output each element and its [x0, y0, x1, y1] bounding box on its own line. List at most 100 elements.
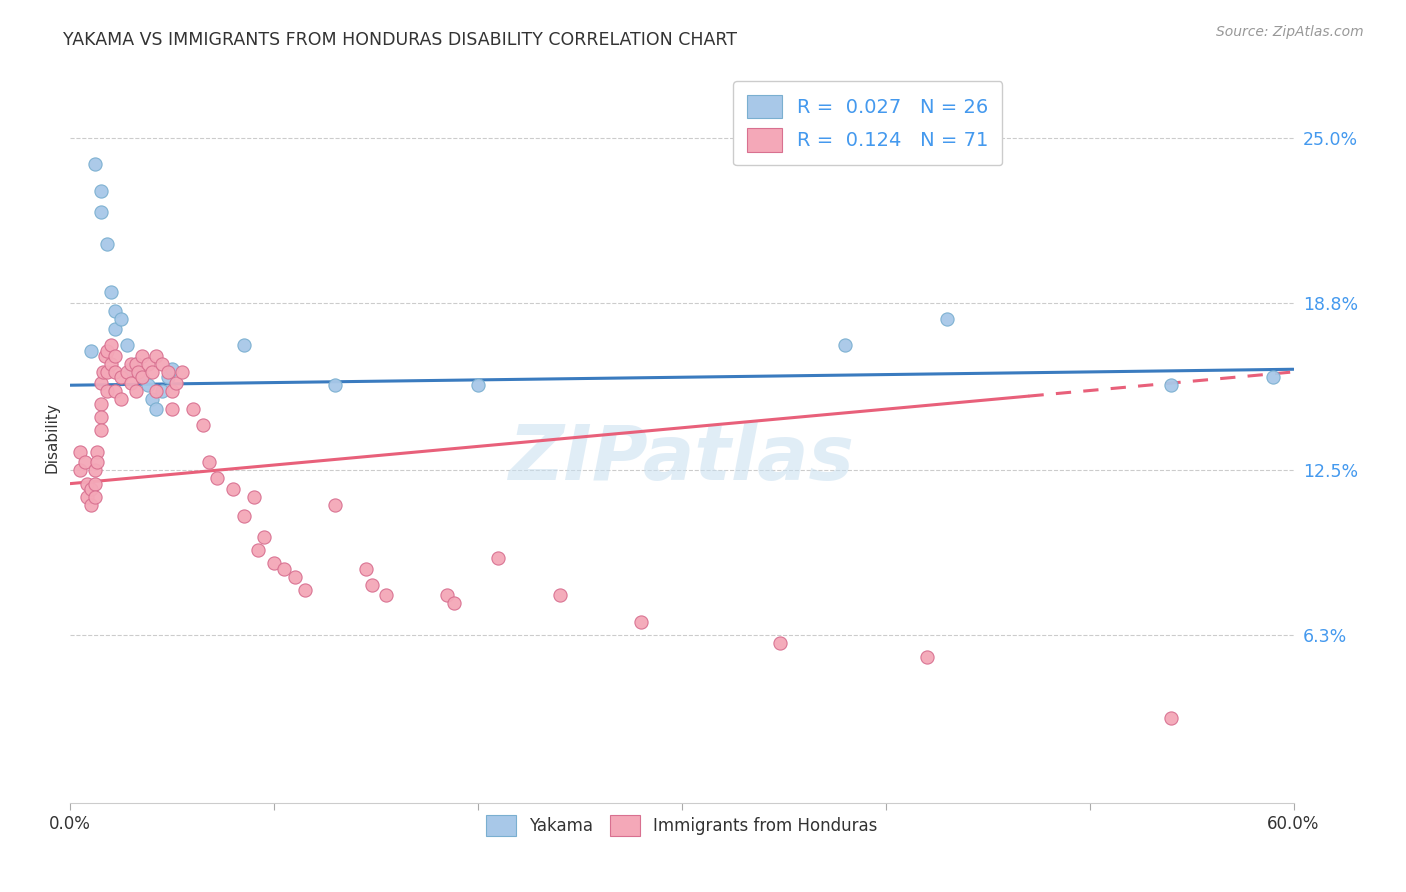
Point — [769, 636, 792, 650]
Point — [548, 588, 571, 602]
Point — [131, 349, 153, 363]
Point — [198, 455, 221, 469]
Point — [488, 551, 510, 566]
Point — [90, 376, 112, 390]
Point — [83, 476, 105, 491]
Point — [96, 365, 118, 379]
Point — [117, 365, 139, 379]
Point — [121, 376, 143, 390]
Point — [90, 424, 112, 438]
Point — [375, 588, 398, 602]
Point — [110, 392, 132, 406]
Point — [76, 490, 98, 504]
Point — [141, 365, 163, 379]
Point — [83, 463, 105, 477]
Point — [136, 357, 159, 371]
Point — [354, 562, 377, 576]
Point — [162, 362, 183, 376]
Point — [131, 370, 153, 384]
Point — [124, 357, 146, 371]
Point — [83, 490, 105, 504]
Point — [246, 543, 269, 558]
Point — [253, 530, 276, 544]
Point — [121, 362, 143, 376]
Point — [79, 482, 103, 496]
Point — [100, 338, 122, 352]
Point — [96, 384, 118, 398]
Point — [83, 157, 105, 171]
Point — [284, 570, 307, 584]
Point — [94, 349, 117, 363]
Point — [104, 365, 127, 379]
Point — [91, 365, 114, 379]
Point — [232, 508, 254, 523]
Point — [131, 370, 153, 384]
Point — [467, 378, 489, 392]
Point — [243, 490, 266, 504]
Point — [443, 596, 465, 610]
Point — [100, 357, 122, 371]
Point — [104, 322, 127, 336]
Point — [205, 471, 228, 485]
Point — [79, 343, 103, 358]
Point — [110, 311, 132, 326]
Point — [76, 476, 98, 491]
Point — [86, 455, 108, 469]
Point — [294, 582, 316, 597]
Point — [222, 482, 245, 496]
Point — [90, 397, 112, 411]
Point — [232, 338, 254, 352]
Point — [104, 384, 127, 398]
Point — [110, 370, 132, 384]
Point — [172, 365, 194, 379]
Point — [630, 615, 652, 629]
Point — [124, 384, 146, 398]
Point — [162, 384, 183, 398]
Point — [273, 562, 295, 576]
Point — [96, 237, 118, 252]
Point — [86, 444, 108, 458]
Point — [165, 376, 187, 390]
Point — [1261, 370, 1284, 384]
Point — [263, 557, 285, 571]
Point — [157, 370, 180, 384]
Point — [100, 285, 122, 299]
Point — [436, 588, 458, 602]
Text: ZIPatlas: ZIPatlas — [509, 422, 855, 496]
Point — [834, 338, 856, 352]
Point — [127, 365, 149, 379]
Point — [145, 402, 167, 417]
Point — [162, 402, 183, 417]
Point — [191, 418, 214, 433]
Point — [69, 463, 91, 477]
Point — [361, 577, 384, 591]
Point — [124, 357, 146, 371]
Point — [90, 184, 112, 198]
Point — [90, 205, 112, 219]
Point — [117, 338, 139, 352]
Point — [104, 349, 127, 363]
Point — [181, 402, 204, 417]
Point — [145, 384, 167, 398]
Point — [121, 357, 143, 371]
Y-axis label: Disability: Disability — [44, 401, 59, 473]
Point — [69, 444, 91, 458]
Point — [150, 357, 173, 371]
Point — [145, 349, 167, 363]
Point — [73, 455, 96, 469]
Point — [136, 378, 159, 392]
Point — [90, 410, 112, 425]
Point — [1160, 711, 1182, 725]
Text: YAKAMA VS IMMIGRANTS FROM HONDURAS DISABILITY CORRELATION CHART: YAKAMA VS IMMIGRANTS FROM HONDURAS DISAB… — [63, 31, 737, 49]
Point — [141, 392, 163, 406]
Point — [104, 303, 127, 318]
Point — [1160, 378, 1182, 392]
Point — [936, 311, 959, 326]
Point — [323, 498, 347, 512]
Point — [157, 365, 180, 379]
Point — [79, 498, 103, 512]
Point — [323, 378, 347, 392]
Point — [915, 649, 938, 664]
Legend: Yakama, Immigrants from Honduras: Yakama, Immigrants from Honduras — [477, 805, 887, 846]
Point — [96, 343, 118, 358]
